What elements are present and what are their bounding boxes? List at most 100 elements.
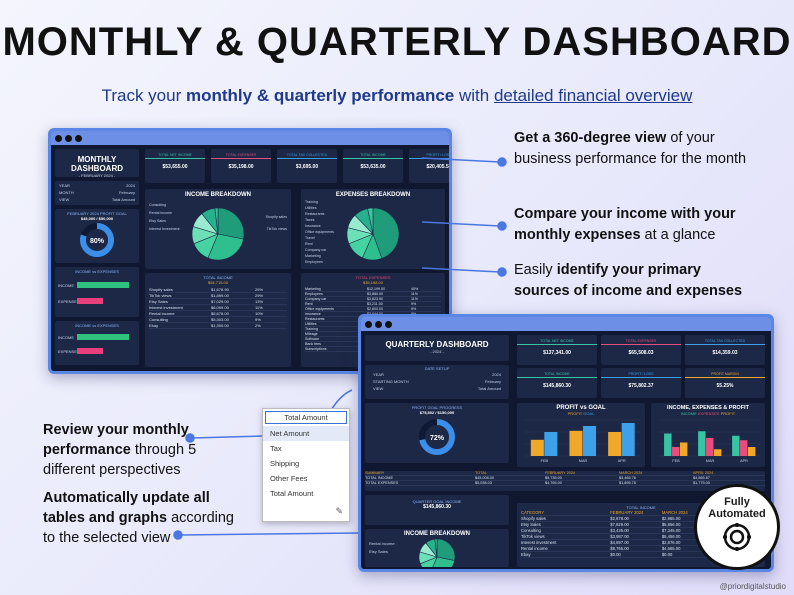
view-label: VIEW: [59, 197, 70, 202]
bullet-review-rest: through 5 different perspectives: [43, 442, 197, 478]
bullet-compare-rest: at a glance: [640, 227, 716, 243]
view-select[interactable]: Total Amount: [111, 197, 135, 202]
table-cell: 13%: [255, 299, 264, 304]
bullet-identify-bold: identify your primary sources of income …: [514, 262, 743, 299]
q-income-breakdown-panel: INCOME BREAKDOWN Rental income Etsy Sale…: [365, 529, 509, 567]
bullet-compare-bold: Compare your income with your monthly ex…: [514, 206, 736, 243]
table-header-row: SUMMARY TOTAL FEBRUARY 2024 MARCH 2024 APRIL…: [365, 471, 765, 476]
month-select[interactable]: February: [118, 190, 135, 195]
table-cell: Rental income: [149, 311, 175, 316]
bar-mark: [679, 442, 688, 456]
edit-pencil-icon[interactable]: ✎: [335, 506, 343, 516]
window-dot-icon[interactable]: [385, 320, 392, 328]
legend-label: Rental income: [149, 211, 172, 215]
kpi-value: $75,802.37: [628, 383, 654, 389]
window-dot-icon[interactable]: [55, 134, 62, 142]
bar-mark: [544, 432, 558, 456]
income-label: INCOME: [58, 283, 74, 288]
dropdown-option-total-amount[interactable]: Total Amount: [270, 489, 314, 498]
table-cell: Training: [305, 327, 318, 331]
bar-mark: [732, 435, 740, 456]
goal-ring: 80%: [80, 223, 114, 257]
dropdown-selected[interactable]: Total Amount: [265, 411, 347, 424]
monthly-setup-panel: YEAR 2024 MONTH February VIEW Total Amount: [55, 181, 139, 205]
kpi-label: TOTAL TAX COLLECTED: [685, 338, 765, 345]
page-subtitle: Track your monthly & quarterly performan…: [0, 86, 794, 106]
legend-label: Employees: [305, 260, 323, 264]
subtitle-link[interactable]: detailed financial overview: [493, 86, 693, 105]
legend-label: Company car: [305, 248, 327, 252]
table-cell: Restaurants: [305, 317, 325, 321]
goal-pct: 80%: [90, 238, 105, 245]
window-titlebar: [361, 317, 771, 331]
quarterly-title: QUARTERLY DASHBOARD: [385, 340, 489, 349]
table-cell: $2,800.00: [367, 307, 383, 311]
table-cell: Subscriptions: [305, 347, 327, 351]
quarter-income-label: QUARTER GOAL INCOME: [412, 499, 462, 504]
kpi-label: TOTAL EXPENSES: [601, 338, 681, 345]
bar-mark: [530, 439, 544, 456]
bar-mark: [672, 447, 680, 456]
dropdown-option-net-amount[interactable]: Net Amount: [263, 426, 349, 441]
bullet-360: Get a 360-degree view of your business p…: [514, 128, 754, 170]
income-table: Shopify sales $1,678.90 29% TikTok views $1,…: [145, 285, 291, 331]
dropdown-option-other-fees[interactable]: Other Fees: [270, 474, 308, 483]
legend-goal: GOAL: [583, 411, 595, 416]
income-vs-expenses-panel: INCOME vs EXPENSES INCOME EXPENSES: [55, 267, 139, 317]
table-cell: Software: [305, 337, 320, 341]
kpi-value: $65,508.03: [628, 350, 654, 356]
expenses-track-2: [77, 348, 135, 354]
q-income-pie-chart: [418, 538, 456, 567]
bullet-compare: Compare your income with your monthly ex…: [514, 204, 759, 246]
window-dot-icon[interactable]: [375, 320, 382, 328]
table-row: Rental income $5,678.00 10%: [149, 311, 287, 317]
dropdown-option-shipping[interactable]: Shipping: [270, 459, 300, 468]
dropdown-option-tax[interactable]: Tax: [270, 444, 282, 453]
x-tick-label: APR: [740, 459, 748, 463]
kpi-value: $3,695.00: [295, 164, 319, 170]
kpi-label: PROFIT MARGIN: [685, 371, 765, 378]
table-cell: $3,435.00: [610, 528, 629, 533]
q-year-select[interactable]: 2024: [492, 372, 501, 377]
window-dot-icon[interactable]: [75, 134, 82, 142]
kpi-card: TOTAL TAX COLLECTED $14,359.03: [685, 335, 765, 365]
bullet-360-rest: of your business performance for the mon…: [514, 130, 747, 167]
table-cell: Bank fees: [305, 342, 321, 346]
q-start-select[interactable]: February: [484, 379, 501, 384]
kpi-card: PROFIT MARGIN 55.25%: [685, 368, 765, 398]
q-view-select[interactable]: Total Amount: [477, 386, 501, 391]
legend-label: Restaurants: [305, 212, 325, 216]
iep-panel: INCOME, EXPENSES & PROFIT INCOME EXPENSE…: [651, 403, 765, 467]
table-cell: 9%: [255, 317, 261, 322]
subtitle-pre: Track your: [101, 86, 186, 105]
kpi-value: $53,635.00: [360, 164, 386, 170]
table-cell: $1,678.90: [211, 287, 229, 292]
total-income-title: TOTAL INCOME: [203, 275, 233, 280]
kpi-value: $14,359.03: [712, 350, 738, 356]
expenses-pie-chart: Training Utilities Restaurants Taxes Insuran…: [305, 200, 400, 264]
year-select[interactable]: 2024: [126, 183, 135, 188]
bullet-review-bold: Review your monthly performance: [43, 422, 189, 458]
legend-label: Training: [305, 200, 318, 204]
window-dot-icon[interactable]: [365, 320, 372, 328]
kpi-card: TOTAL NET INCOME $137,341.00: [517, 335, 597, 365]
view-dropdown-menu[interactable]: Total Amount Net Amount Tax Shipping Oth…: [262, 408, 350, 522]
legend-label: Interest Investment: [149, 227, 180, 231]
window-dot-icon[interactable]: [65, 134, 72, 142]
income-pie-chart: Consulting Rental income Etsy Sales Interes…: [149, 203, 287, 261]
table-row: Shopify sales $1,678.90 29%: [149, 287, 287, 293]
bar-mark: [706, 438, 714, 456]
table-row: Rent $3,211.00 9%: [305, 302, 441, 307]
table-cell: $4,897.00: [610, 540, 629, 545]
quarter-income-value: $145,860.30: [423, 504, 451, 510]
bullet-auto-bold: Automatically update all tables and grap…: [43, 490, 210, 526]
income-vs-expenses-panel-2: INCOME vs EXPENSES INCOME EXPENSES: [55, 321, 139, 365]
table-cell: Insurance: [305, 312, 321, 316]
arrow-line: [421, 157, 501, 163]
badge-line1: Fully: [724, 496, 750, 508]
expenses-breakdown-title: EXPENSES BREAKDOWN: [335, 192, 411, 198]
arrow-dot-icon: [497, 221, 507, 231]
bar-mark: [664, 433, 672, 456]
table-cell: Etsy Sales: [521, 522, 541, 527]
expenses-label: EXPENSES: [58, 299, 80, 304]
